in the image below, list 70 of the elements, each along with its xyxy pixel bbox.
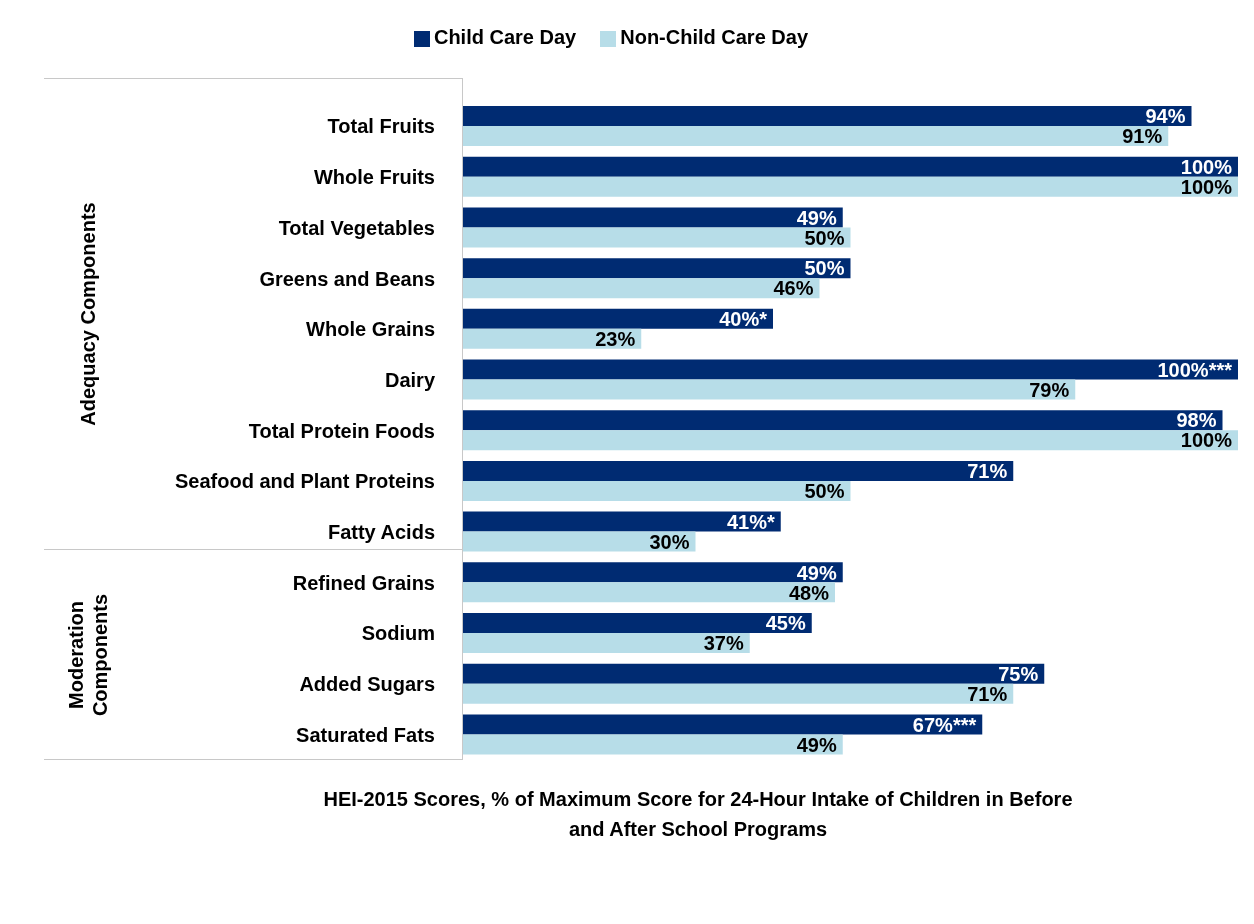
data-label: 100% — [1180, 155, 1233, 178]
text: Moderation Components — [64, 592, 112, 719]
data-label: 37% — [703, 632, 744, 655]
bar — [463, 258, 851, 279]
bar — [463, 511, 781, 532]
bar — [463, 663, 1045, 684]
bar — [463, 328, 642, 349]
data-label: 91% — [1122, 125, 1163, 148]
bar — [463, 683, 1014, 704]
text: Adequacy Components — [76, 201, 100, 428]
bar — [463, 562, 843, 583]
data-label: 100% — [1180, 175, 1233, 198]
data-label: 46% — [773, 277, 814, 300]
bar — [463, 227, 851, 248]
legend-label: Non-Child Care Day — [620, 26, 809, 48]
bar — [463, 582, 835, 603]
bar — [463, 612, 812, 633]
data-label: 45% — [765, 612, 806, 635]
data-label: 50% — [804, 257, 845, 280]
data-label: 67%*** — [912, 713, 977, 736]
bar — [463, 410, 1223, 431]
data-label: 50% — [804, 226, 845, 249]
bar — [463, 126, 1169, 147]
bar — [463, 714, 983, 735]
data-label: 30% — [649, 530, 690, 553]
data-label: 40%* — [719, 308, 768, 331]
y-tick-label: Added Sugars — [299, 673, 435, 696]
bar — [463, 460, 1014, 481]
data-label: 100% — [1180, 429, 1233, 452]
data-label: 98% — [1176, 409, 1217, 432]
data-label: 23% — [595, 328, 636, 351]
bar — [463, 207, 843, 228]
bar — [463, 278, 820, 299]
y-tick-label: Fatty Acids — [327, 520, 435, 543]
y-tick-label: Seafood and Plant Proteins — [174, 470, 435, 493]
data-label: 71% — [967, 460, 1008, 483]
data-label: 49% — [796, 733, 837, 756]
y-tick-label: Total Protein Foods — [248, 419, 435, 442]
data-label: 49% — [796, 561, 837, 584]
bar — [463, 430, 1238, 451]
x-axis-title: HEI-2015 Scores, % of Maximum Score for 24-Hour Intake of Children in Before and After School Programs — [322, 787, 1074, 842]
y-tick-label: Whole Fruits — [313, 166, 435, 189]
data-label: 71% — [967, 682, 1008, 705]
bar — [463, 106, 1192, 127]
data-label: 48% — [788, 581, 830, 604]
data-label: 41%* — [726, 510, 775, 533]
data-label: 79% — [1029, 378, 1070, 401]
data-label: 94% — [1145, 105, 1186, 128]
bar — [463, 156, 1238, 177]
y-tick-label: Whole Grains — [306, 318, 435, 341]
y-tick-label: Sodium — [361, 622, 435, 645]
y-tick-label: Total Fruits — [327, 115, 435, 138]
data-label: 50% — [804, 480, 845, 503]
y-tick-label: Total Vegetables — [278, 216, 435, 239]
data-label: 100%*** — [1157, 358, 1233, 381]
bar — [463, 176, 1238, 197]
bar — [463, 632, 750, 653]
data-label: 49% — [796, 206, 837, 229]
bar — [463, 734, 843, 755]
data-label: 75% — [998, 662, 1039, 685]
legend-label: Child Care Day — [433, 26, 577, 48]
bar — [463, 359, 1238, 380]
bar — [463, 531, 696, 552]
y-tick-label: Saturated Fats — [296, 723, 435, 746]
y-tick-label: Refined Grains — [292, 571, 435, 594]
y-tick-label: Dairy — [384, 368, 436, 391]
bar — [463, 308, 773, 329]
bar — [463, 480, 851, 501]
bar — [463, 379, 1076, 400]
y-tick-label: Greens and Beans — [259, 267, 435, 290]
